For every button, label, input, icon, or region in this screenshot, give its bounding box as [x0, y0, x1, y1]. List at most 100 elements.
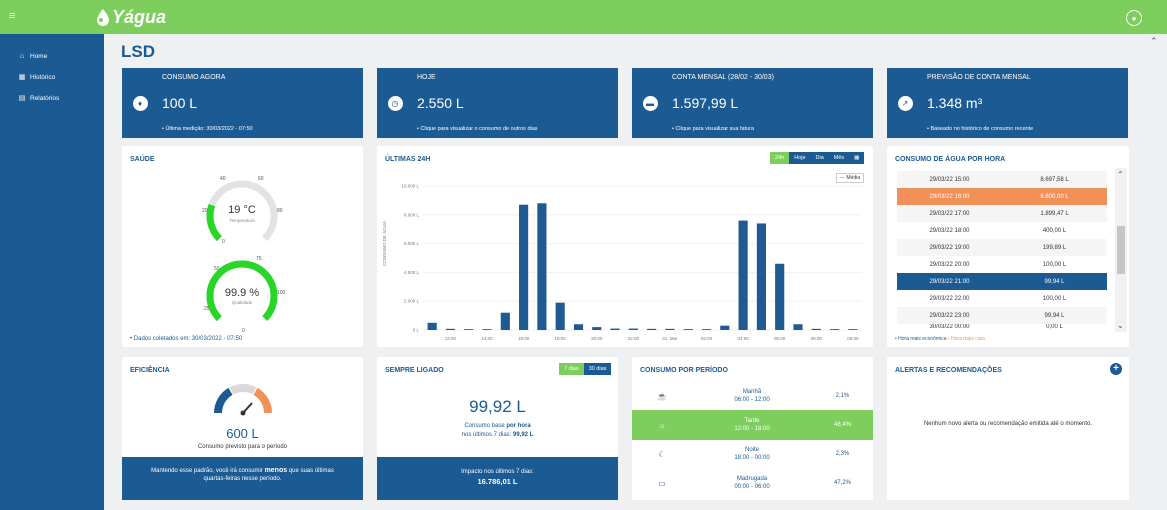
temperature-value: 19 °C: [228, 204, 256, 216]
efficiency-banner: Mantendo esse padrão, você irá consumir …: [122, 457, 363, 500]
chart-bar[interactable]: [628, 328, 638, 330]
user-icon[interactable]: ●: [1126, 10, 1142, 26]
ultimas-24h-card: Últimas 24h 24h Hoje Dia Mês ▦ — Média C…: [377, 146, 873, 347]
btn-30-dias[interactable]: 30 dias: [583, 363, 612, 375]
sempre-line2: nos últimos 7 dias: 99,92 L: [461, 432, 534, 438]
table-row[interactable]: 29/03/22 19:00 199,89 L: [897, 239, 1107, 256]
chart-bar[interactable]: [519, 204, 529, 330]
kpi-hoje[interactable]: ◷ Hoje 2.550 L • Clique para visualizar …: [377, 68, 618, 138]
chart-bar[interactable]: [848, 329, 858, 330]
logo[interactable]: Yágua: [96, 6, 166, 28]
row-date: 30/03/22 00:00: [929, 324, 970, 330]
temperature-label: Temperatura: [229, 218, 255, 223]
sidebar-item-home[interactable]: ⌂ Home: [18, 50, 47, 62]
chart-bar[interactable]: [793, 324, 803, 330]
chart-bar[interactable]: [427, 322, 437, 330]
banner-value: 16.786,01 L: [477, 477, 518, 486]
x-tick-label: 31. Mar: [662, 336, 678, 341]
table-row[interactable]: 29/03/22 18:00 400,00 L: [897, 222, 1107, 239]
topbar: ≡ Yágua ●: [0, 0, 1167, 34]
chart-bar[interactable]: [756, 223, 766, 330]
period-time: 12:00 - 18:00: [734, 426, 770, 432]
chart-bar[interactable]: [775, 263, 785, 330]
chart-bar[interactable]: [610, 328, 620, 330]
hamburger-icon[interactable]: ≡: [9, 10, 16, 22]
kpi-note: • Clique para visualizar o consumo de ou…: [417, 126, 538, 132]
chart-bar[interactable]: [482, 329, 492, 330]
chart-bar[interactable]: [811, 328, 821, 330]
chart-bar[interactable]: [701, 329, 712, 330]
temperature-tick: 80: [277, 208, 283, 214]
kpi-title: Hoje: [417, 74, 436, 81]
period-name: Noite: [744, 447, 759, 453]
chart-bar[interactable]: [592, 327, 602, 330]
period-time: 00:00 - 06:00: [734, 484, 770, 490]
btn-dia[interactable]: Dia: [810, 152, 829, 164]
kpi-value: 100 L: [162, 95, 198, 111]
card-title: Sempre ligado: [385, 367, 444, 374]
card-title: Consumo por período: [640, 367, 728, 374]
clock-icon: ◷: [387, 95, 403, 111]
btn-mes[interactable]: Mês: [828, 152, 850, 164]
period-label: Noite 18:00 - 00:00: [692, 446, 812, 462]
chart-bar[interactable]: [683, 329, 693, 330]
period-row: ☼ Tarde 12:00 - 18:00 48,4%: [632, 410, 873, 440]
kpi-note: • Última medição: 30/03/2022 - 07:50: [162, 126, 253, 132]
table-row[interactable]: 29/03/22 17:00 1.899,47 L: [897, 205, 1107, 222]
table-row[interactable]: 29/03/22 16:00 8.800,00 L: [897, 188, 1107, 205]
kpi-conta-mensal[interactable]: ▬ Conta mensal (28/02 - 30/03) 1.597,99 …: [632, 68, 873, 138]
chart-bar[interactable]: [738, 220, 748, 330]
chart-bar[interactable]: [500, 312, 510, 330]
kpi-title: Consumo agora: [162, 74, 226, 81]
x-tick-label: 14:00: [481, 336, 493, 341]
btn-7-dias[interactable]: 7 dias: [559, 363, 584, 375]
sidebar-item-historico[interactable]: ▦ Histórico: [18, 71, 56, 83]
period-label: Madrugada 00:00 - 06:00: [692, 475, 812, 491]
chart-bar[interactable]: [720, 325, 730, 330]
period-percent: 48,4%: [833, 422, 851, 428]
table-row[interactable]: 29/03/22 21:00 99,94 L: [897, 273, 1107, 290]
banner-label: Impacto nos últimos 7 dias:: [461, 469, 534, 475]
table-row[interactable]: 29/03/22 20:00 100,00 L: [897, 256, 1107, 273]
chart-bar[interactable]: [464, 329, 474, 330]
kpi-title: Previsão de conta mensal: [927, 74, 1031, 81]
table-row[interactable]: 29/03/22 22:00 100,00 L: [897, 290, 1107, 307]
chart-bar[interactable]: [537, 203, 547, 330]
row-date: 29/03/22 15:00: [929, 176, 970, 183]
efficiency-gauge: [214, 384, 272, 416]
x-tick-label: 02:00: [701, 336, 713, 341]
sempre-banner: Impacto nos últimos 7 dias: 16.786,01 L: [377, 457, 618, 500]
legend-label: Média: [846, 175, 861, 181]
x-tick-label: 08:00: [811, 336, 823, 341]
plus-circle-icon[interactable]: +: [1110, 363, 1122, 375]
row-value: 199,89 L: [1042, 244, 1067, 251]
chevron-up-icon[interactable]: ⌃: [1150, 36, 1158, 46]
kpi-value: 1.348 m³: [927, 95, 983, 111]
calendar-icon[interactable]: ▦: [849, 152, 865, 164]
table-row[interactable]: 30/03/22 00:00 0,00 L: [897, 324, 1107, 331]
period-time: 18:00 - 00:00: [734, 455, 770, 461]
scrollbar[interactable]: ⌃ ⌄: [1115, 168, 1127, 332]
chart-bar[interactable]: [665, 328, 675, 330]
row-date: 29/03/22 23:00: [929, 312, 970, 319]
chart-bar[interactable]: [555, 302, 565, 330]
alertas-card: Alertas e recomendações + Nenhum novo al…: [887, 357, 1129, 500]
x-tick-label: 22:00: [628, 336, 640, 341]
quality-tick: 0: [242, 328, 245, 334]
table-row[interactable]: 29/03/22 15:00 8.697,58 L: [897, 171, 1107, 188]
table-row[interactable]: 29/03/22 23:00 99,94 L: [897, 307, 1107, 324]
btn-24h[interactable]: 24h: [770, 152, 790, 164]
period-name: Manhã: [742, 389, 762, 395]
sidebar-item-label: Home: [30, 52, 48, 60]
sidebar-item-relatorios[interactable]: ▤ Relatórios: [18, 92, 60, 104]
period-row: ☾ Noite 18:00 - 00:00 2,3%: [632, 439, 873, 469]
y-tick-label: 8.000 L: [404, 212, 420, 217]
quality-gauge-fill: [206, 260, 278, 322]
btn-hoje[interactable]: Hoje: [789, 152, 811, 164]
row-value: 0,00 L: [1046, 324, 1063, 330]
chart-bar[interactable]: [647, 328, 657, 330]
y-tick-label: 6.000 L: [404, 241, 420, 246]
chart-bar[interactable]: [829, 329, 840, 330]
chart-bar[interactable]: [573, 324, 584, 330]
chart-bar[interactable]: [445, 328, 456, 330]
